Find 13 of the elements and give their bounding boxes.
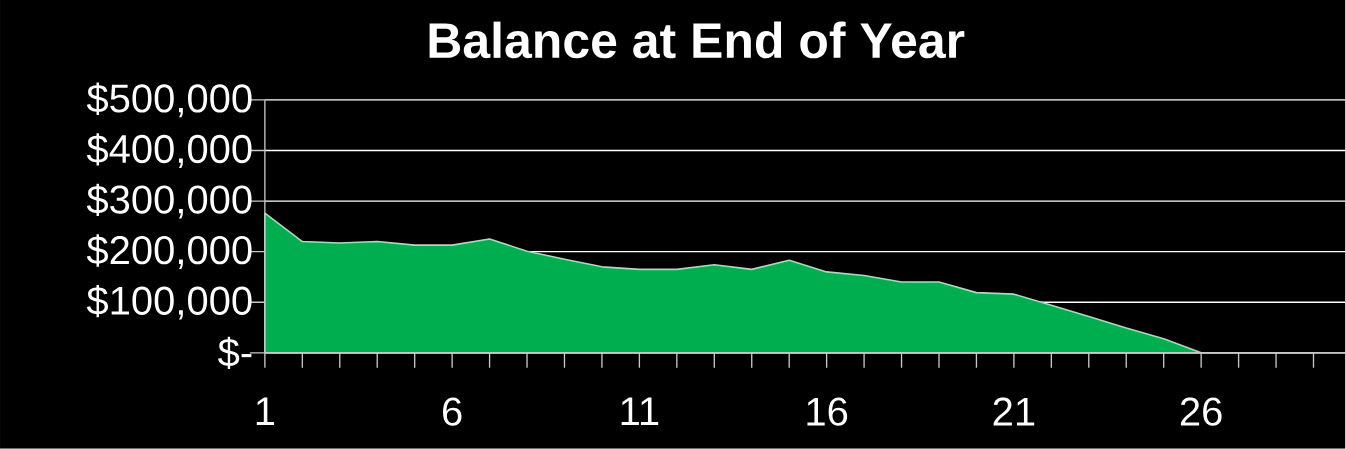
x-tick-label: 16 (807, 397, 848, 426)
chart-title: Balance at End of Year (429, 21, 965, 59)
y-tick-label: $- (218, 336, 252, 370)
x-tick-label: 21 (993, 397, 1035, 426)
y-tick-label: $300,000 (86, 183, 252, 219)
y-tick-label: $500,000 (86, 82, 252, 118)
x-tick-label: 11 (621, 397, 659, 426)
x-tick-label: 26 (1180, 397, 1222, 426)
x-tick-label: 1 (256, 397, 275, 426)
x-tick-label: 6 (443, 397, 462, 426)
y-tick-label: $400,000 (86, 133, 252, 168)
y-tick-label: $200,000 (86, 234, 252, 270)
y-tick-label: $100,000 (86, 285, 252, 320)
